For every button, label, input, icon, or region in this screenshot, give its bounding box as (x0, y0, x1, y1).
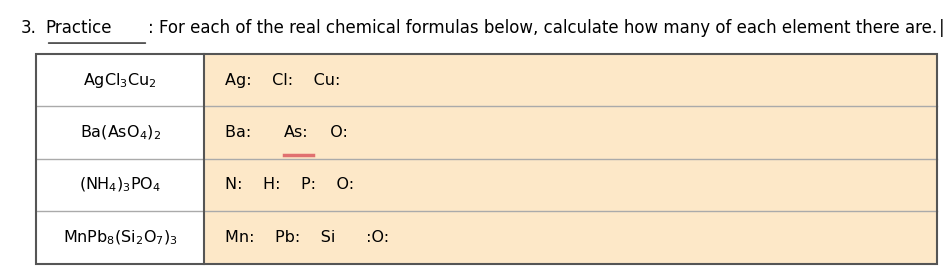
Text: As:: As: (284, 125, 309, 140)
Text: 3.: 3. (21, 19, 37, 37)
Text: MnPb$_8$(Si$_2$O$_7$)$_3$: MnPb$_8$(Si$_2$O$_7$)$_3$ (63, 228, 178, 247)
Text: Mn:    Pb:    Si      :O:: Mn: Pb: Si :O: (225, 230, 390, 245)
Text: Ba(AsO$_4$)$_2$: Ba(AsO$_4$)$_2$ (80, 123, 161, 142)
FancyBboxPatch shape (204, 54, 937, 264)
Text: N:    H:    P:    O:: N: H: P: O: (225, 178, 355, 192)
Text: Ba:: Ba: (225, 125, 267, 140)
Text: Practice: Practice (46, 19, 112, 37)
Text: |: | (939, 19, 944, 37)
Text: (NH$_4$)$_3$PO$_4$: (NH$_4$)$_3$PO$_4$ (79, 176, 162, 194)
Text: Ag:    Cl:    Cu:: Ag: Cl: Cu: (225, 73, 340, 87)
Text: O:: O: (320, 125, 348, 140)
Text: AgCl$_3$Cu$_2$: AgCl$_3$Cu$_2$ (84, 70, 157, 90)
Text: : For each of the real chemical formulas below, calculate how many of each eleme: : For each of the real chemical formulas… (148, 19, 938, 37)
